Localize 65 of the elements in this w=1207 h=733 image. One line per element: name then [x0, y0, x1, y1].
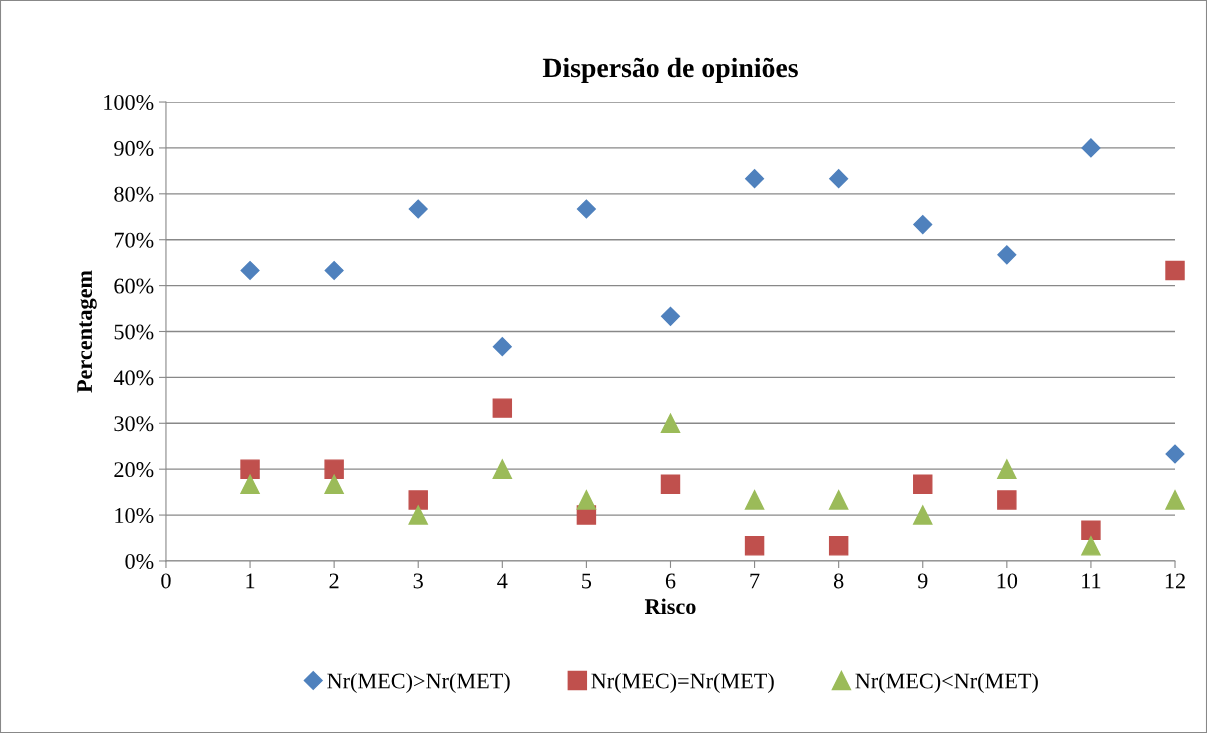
y-tick-label: 30% — [114, 416, 154, 432]
point — [240, 260, 260, 280]
x-tick-label: 9 — [917, 573, 928, 589]
point — [492, 337, 512, 357]
point — [240, 459, 260, 479]
point — [1081, 138, 1101, 158]
point — [576, 490, 597, 510]
y-tick-label: 10% — [115, 508, 154, 524]
y-tick-label: 40% — [113, 370, 154, 386]
y-tick-label: 50% — [114, 324, 154, 340]
point — [660, 306, 681, 326]
x-tick-label: 4 — [497, 573, 508, 589]
point — [324, 459, 344, 479]
point — [1165, 444, 1185, 464]
y-tick-label: 90% — [114, 140, 154, 156]
point — [408, 490, 428, 510]
x-tick-label: 0 — [161, 573, 171, 589]
point — [1165, 260, 1185, 281]
x-tick-label: 12 — [1165, 573, 1185, 589]
point — [240, 474, 260, 495]
point — [997, 490, 1017, 510]
point — [997, 245, 1017, 265]
x-axis-title: Risco — [644, 598, 696, 615]
y-tick-label: 0% — [125, 553, 154, 569]
x-tick-label: 11 — [1082, 573, 1101, 589]
y-tick-label: 60% — [114, 278, 154, 294]
point — [1081, 520, 1101, 540]
point — [744, 490, 765, 510]
point — [660, 474, 681, 495]
point — [913, 215, 933, 235]
x-tick-label: 2 — [329, 573, 339, 589]
y-tick-label: 20% — [114, 462, 154, 478]
x-tick-label: 1 — [246, 573, 255, 589]
y-tick-label: 80% — [114, 186, 154, 202]
y-tick-label: 70% — [114, 232, 154, 248]
point — [913, 474, 933, 495]
point — [1081, 536, 1101, 556]
legend-label: Nr(MEC)<Nr(MET) — [855, 672, 1038, 694]
point — [828, 490, 849, 510]
point — [913, 505, 933, 525]
point — [492, 459, 513, 479]
point — [829, 169, 849, 189]
x-tick-label: 3 — [413, 573, 423, 589]
point — [997, 459, 1017, 479]
chart-title: Dispersão de opiniões — [542, 57, 798, 83]
y-tick-label: 100% — [104, 94, 154, 111]
x-tick-label: 5 — [582, 573, 592, 589]
point — [492, 398, 513, 418]
x-tick-label: 7 — [750, 573, 760, 589]
point — [745, 169, 765, 189]
legend-label: Nr(MEC)=Nr(MET) — [591, 672, 774, 694]
point — [828, 536, 849, 556]
point — [660, 413, 681, 434]
point — [1165, 490, 1185, 510]
point — [408, 505, 428, 525]
point — [324, 474, 344, 495]
x-tick-label: 8 — [833, 573, 844, 589]
y-axis-title: Percentagem — [77, 270, 97, 393]
point — [324, 260, 344, 280]
point — [744, 536, 765, 556]
x-tick-label: 6 — [665, 573, 676, 589]
legend-label: Nr(MEC)>Nr(MET) — [327, 672, 510, 694]
point — [576, 199, 596, 219]
x-tick-label: 10 — [997, 573, 1018, 589]
point — [408, 199, 428, 219]
